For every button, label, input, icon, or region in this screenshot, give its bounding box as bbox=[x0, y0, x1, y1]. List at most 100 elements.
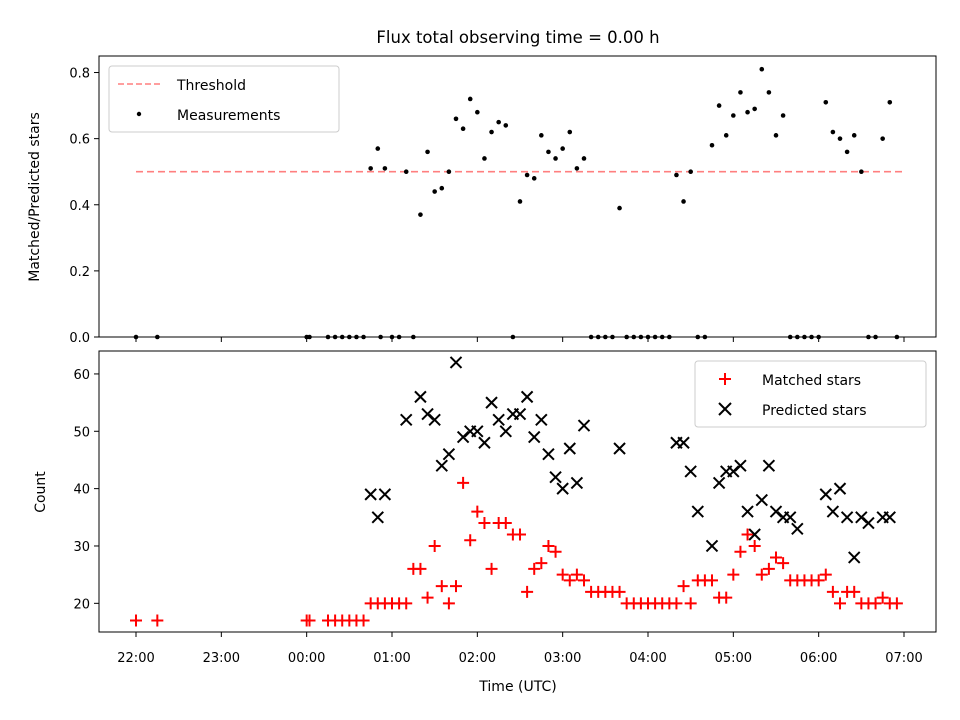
measurements-legend-marker bbox=[136, 111, 142, 117]
measurement-point bbox=[709, 142, 715, 148]
matched-star-point bbox=[130, 614, 142, 627]
matched-star-point bbox=[528, 562, 541, 575]
predicted-star-point bbox=[712, 476, 726, 490]
predicted-star-point bbox=[755, 493, 768, 507]
predicted-legend-label: Predicted stars bbox=[762, 403, 867, 419]
matched-star-point bbox=[400, 597, 413, 610]
measurement-point bbox=[851, 133, 857, 138]
matched-star-point bbox=[720, 591, 733, 604]
measurement-point bbox=[432, 189, 437, 194]
matched-star-point bbox=[848, 585, 861, 598]
threshold-legend-label: Threshold bbox=[176, 78, 246, 94]
matched-star-point bbox=[414, 562, 427, 575]
measurement-point bbox=[460, 126, 466, 132]
predicted-star-point bbox=[819, 488, 832, 501]
measurement-point bbox=[368, 166, 373, 171]
predicted-star-point bbox=[563, 442, 576, 455]
matched-star-point bbox=[428, 539, 441, 552]
matched-star-point bbox=[741, 528, 754, 541]
measurement-point bbox=[382, 166, 388, 171]
measurement-point bbox=[553, 156, 558, 161]
measurement-point bbox=[723, 133, 729, 138]
matched-star-point bbox=[677, 580, 690, 593]
ratio-y-tick-label: 0.6 bbox=[69, 133, 90, 148]
predicted-star-point bbox=[428, 413, 441, 427]
matched-legend-label: Matched stars bbox=[762, 373, 861, 389]
predicted-star-point bbox=[791, 522, 804, 535]
count-y-axis-label: Count bbox=[33, 471, 49, 513]
measurement-point bbox=[425, 149, 430, 155]
matched-star-point bbox=[303, 614, 316, 627]
measurement-point bbox=[467, 96, 473, 102]
measurement-point bbox=[482, 156, 487, 161]
ratio-y-tick-label: 0.2 bbox=[69, 265, 90, 280]
measurement-point bbox=[546, 149, 551, 155]
predicted-star-point bbox=[549, 470, 562, 484]
predicted-star-point bbox=[826, 505, 840, 518]
predicted-star-point bbox=[442, 448, 456, 461]
matched-star-point bbox=[464, 534, 477, 547]
count-x-tick-label: 05:00 bbox=[715, 651, 752, 666]
ratio-y-axis: 0.0 0.2 0.4 0.6 0.8 bbox=[69, 67, 99, 346]
matched-star-point bbox=[869, 597, 882, 610]
predicted-star-point bbox=[577, 419, 591, 432]
matched-star-point bbox=[471, 505, 484, 518]
measurement-point bbox=[567, 129, 573, 135]
matched-star-point bbox=[812, 574, 825, 587]
measurements-legend-label: Measurements bbox=[177, 108, 280, 124]
matched-star-point bbox=[457, 476, 470, 489]
measurement-point bbox=[688, 169, 693, 175]
count-y-tick-label: 50 bbox=[73, 425, 90, 440]
measurement-point bbox=[403, 169, 409, 175]
count-x-axis: 22:00 23:00 00:00 01:00 02:00 03:00 04:00 05:00… bbox=[117, 632, 923, 666]
measurement-point bbox=[539, 133, 544, 138]
matched-star-point bbox=[748, 539, 761, 552]
measurement-point bbox=[759, 66, 765, 72]
measurement-point bbox=[496, 119, 501, 125]
predicted-star-point bbox=[705, 539, 719, 553]
predicted-star-point bbox=[513, 407, 527, 421]
measurement-point bbox=[581, 156, 587, 161]
measurement-point bbox=[574, 166, 580, 171]
matched-star-point bbox=[613, 585, 626, 598]
matched-star-point bbox=[421, 591, 434, 604]
matched-star-point bbox=[727, 568, 740, 581]
predicted-star-point bbox=[613, 442, 626, 455]
count-y-tick-label: 40 bbox=[73, 483, 90, 498]
matched-star-point bbox=[770, 551, 782, 564]
matched-star-point bbox=[706, 574, 718, 587]
predicted-star-point bbox=[677, 436, 690, 449]
matched-star-point bbox=[684, 597, 697, 610]
measurement-point bbox=[766, 90, 772, 95]
matched-star-point bbox=[151, 614, 164, 627]
measurement-point bbox=[738, 90, 743, 95]
predicted-star-point bbox=[471, 425, 484, 438]
count-x-tick-label: 00:00 bbox=[288, 651, 325, 666]
count-y-tick-label: 20 bbox=[73, 597, 90, 612]
measurement-point bbox=[475, 109, 480, 115]
ratio-y-tick-label: 0.8 bbox=[69, 67, 90, 82]
predicted-star-point bbox=[784, 511, 797, 524]
measurement-point bbox=[844, 149, 850, 155]
matched-star-point bbox=[890, 597, 903, 610]
matched-star-point bbox=[762, 562, 775, 575]
predicted-star-point bbox=[499, 425, 512, 438]
matched-star-point bbox=[578, 574, 590, 587]
measurement-point bbox=[517, 199, 523, 204]
measurement-point bbox=[446, 169, 452, 175]
predicted-star-point bbox=[449, 356, 463, 369]
ratio-x-axis bbox=[135, 337, 905, 342]
predicted-star-point bbox=[840, 511, 854, 524]
count-x-tick-label: 23:00 bbox=[203, 651, 240, 666]
ratio-y-axis-label: Matched/Predicted stars bbox=[27, 112, 43, 282]
predicted-star-point bbox=[556, 482, 569, 495]
predicted-star-point bbox=[485, 396, 498, 409]
matched-star-point bbox=[442, 597, 455, 610]
matched-star-point bbox=[834, 597, 846, 610]
measurement-point bbox=[418, 212, 423, 217]
measurement-point bbox=[823, 99, 829, 105]
matched-star-point bbox=[514, 528, 526, 541]
matched-star-point bbox=[499, 517, 512, 530]
ratio-legend: Threshold Measurements bbox=[108, 65, 340, 133]
predicted-star-point bbox=[762, 459, 776, 472]
